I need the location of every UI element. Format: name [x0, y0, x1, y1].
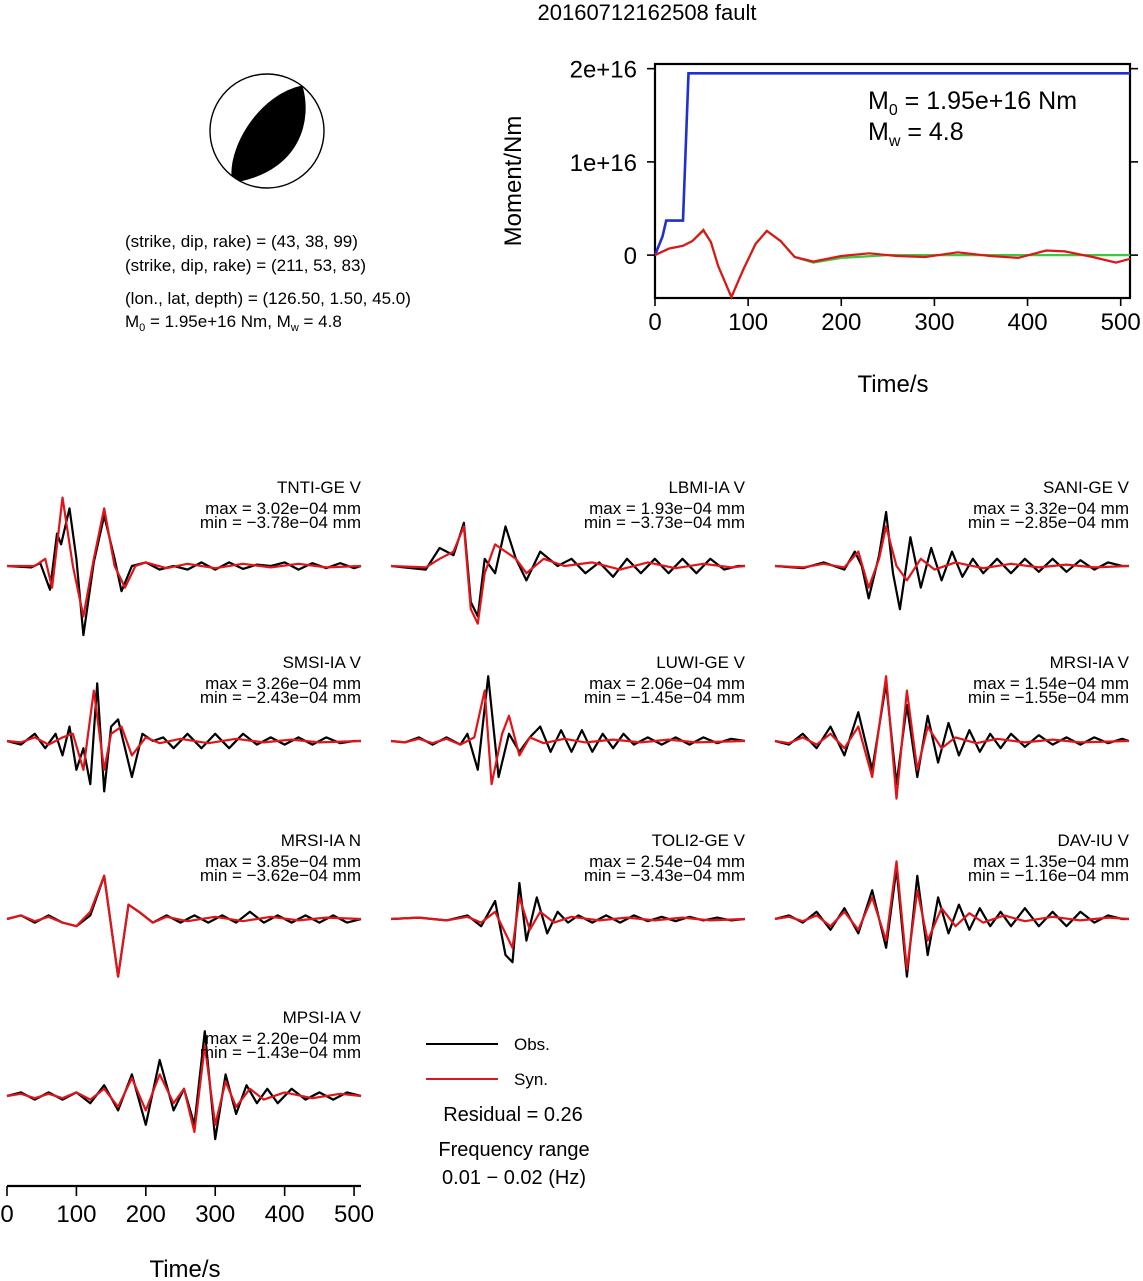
station-min: min = −3.73e−04 mm	[584, 513, 745, 532]
synthetic-trace	[390, 896, 746, 949]
beachball	[209, 73, 325, 189]
mechanism-line-1: (strike, dip, rake) = (43, 38, 99)	[125, 232, 358, 251]
station-max: max = 2.06e−04 mm	[589, 674, 745, 693]
waveform-xtick-label: 0	[0, 1201, 13, 1228]
station-min: min = −1.43e−04 mm	[200, 1043, 361, 1062]
moment-xtick-label: 0	[648, 309, 661, 336]
mechanism-line-4: M0 = 1.95e+16 Nm, Mw = 4.8	[125, 312, 342, 334]
observed-trace	[774, 867, 1129, 978]
station-name: SANI-GE V	[1043, 478, 1130, 497]
observed-trace	[6, 874, 362, 978]
moment-xtick-label: 100	[728, 309, 768, 336]
station-name: MRSI-IA N	[281, 831, 361, 850]
station-max: max = 3.32e−04 mm	[973, 499, 1129, 518]
station-name: SMSI-IA V	[283, 653, 362, 672]
station-min: min = −2.43e−04 mm	[200, 688, 361, 707]
legend-syn-label: Syn.	[514, 1070, 548, 1089]
station-min: min = −1.45e−04 mm	[584, 688, 745, 707]
synthetic-trace	[390, 689, 746, 786]
station-min: min = −1.55e−04 mm	[968, 688, 1129, 707]
station-min: min = −3.78e−04 mm	[200, 513, 361, 532]
synthetic-trace	[390, 525, 746, 625]
station-max: max = 3.26e−04 mm	[205, 674, 361, 693]
observed-trace	[390, 521, 745, 618]
moment-ytick-label: 0	[624, 243, 637, 270]
synthetic-trace	[774, 860, 1130, 971]
legend: Obs. Syn. Residual = 0.26 Frequency rang…	[426, 1035, 590, 1189]
waveform-xtick-label: 200	[126, 1201, 166, 1228]
moment-chart-frame	[653, 62, 1132, 300]
station-name: TNTI-GE V	[277, 478, 362, 497]
moment-annotation-m0: M0 = 1.95e+16 Nm	[868, 87, 1077, 119]
station-max: max = 1.93e−04 mm	[589, 499, 745, 518]
moment-chart: 0 100 200 300 400 500 0 1e+16 2e+16 M0 = 1.95e+1…	[500, 57, 1141, 398]
moment-xtick-label: 200	[821, 309, 861, 336]
station-name: MPSI-IA V	[283, 1008, 362, 1027]
moment-series-group	[653, 72, 1131, 300]
station-name: DAV-IU V	[1058, 831, 1130, 850]
waveform-xlabel: Time/s	[149, 1256, 220, 1281]
station-max: max = 3.85e−04 mm	[205, 852, 361, 871]
mechanism-line-2: (strike, dip, rake) = (211, 53, 83)	[125, 256, 366, 275]
waveform-xtick-label: 400	[265, 1201, 305, 1228]
moment-series-line-0	[653, 72, 1130, 256]
moment-axes: 0 100 200 300 400 500 0 1e+16 2e+16	[570, 57, 1141, 336]
station-name: MRSI-IA V	[1050, 653, 1130, 672]
residual-text: Residual = 0.26	[443, 1104, 583, 1126]
moment-ytick-label: 1e+16	[570, 150, 637, 177]
moment-xlabel: Time/s	[857, 371, 928, 398]
synthetic-trace	[6, 689, 362, 771]
station-name: LBMI-IA V	[668, 478, 745, 497]
moment-xtick-label: 300	[914, 309, 954, 336]
observed-trace	[390, 881, 746, 964]
moment-series-line-2	[654, 228, 1131, 300]
mechanism-line-3: (lon., lat, depth) = (126.50, 1.50, 45.0…	[125, 289, 411, 308]
waveform-time-axis: 0 100 200 300 400 500	[0, 1184, 374, 1228]
legend-obs-label: Obs.	[514, 1035, 550, 1054]
station-max: max = 2.20e−04 mm	[205, 1029, 361, 1048]
frequency-range-title: Frequency range	[438, 1139, 589, 1161]
moment-ylabel: Moment/Nm	[500, 116, 527, 247]
station-max: max = 2.54e−04 mm	[589, 852, 745, 871]
figure-title: 20160712162508 fault	[538, 0, 757, 25]
station-min: min = −3.62e−04 mm	[200, 866, 361, 885]
waveform-xtick-label: 100	[56, 1201, 96, 1228]
beachball-compressional-quadrant	[231, 85, 306, 182]
station-min: min = −3.43e−04 mm	[584, 866, 745, 885]
waveform-xtick-label: 500	[334, 1201, 374, 1228]
station-name: LUWI-GE V	[656, 653, 745, 672]
mechanism-info: (strike, dip, rake) = (43, 38, 99) (stri…	[125, 232, 411, 334]
frequency-range-value: 0.01 − 0.02 (Hz)	[442, 1167, 586, 1189]
station-max: max = 3.02e−04 mm	[205, 499, 361, 518]
synthetic-trace	[6, 1044, 362, 1134]
station-min: min = −1.16e−04 mm	[968, 866, 1129, 885]
station-min: min = −2.85e−04 mm	[968, 513, 1129, 532]
station-name: TOLI2-GE V	[652, 831, 746, 850]
moment-ytick-label: 2e+16	[570, 57, 637, 84]
moment-xtick-label: 400	[1008, 309, 1048, 336]
synthetic-trace	[774, 525, 1130, 589]
station-max: max = 1.35e−04 mm	[973, 852, 1129, 871]
synthetic-trace	[6, 874, 362, 978]
moment-xtick-label: 500	[1101, 309, 1141, 336]
waveform-xtick-label: 300	[195, 1201, 235, 1228]
synthetic-trace	[774, 675, 1130, 800]
moment-annotation-mw: Mw = 4.8	[868, 118, 964, 150]
synthetic-trace	[7, 496, 362, 618]
observed-trace	[6, 507, 362, 637]
station-max: max = 1.54e−04 mm	[973, 674, 1129, 693]
